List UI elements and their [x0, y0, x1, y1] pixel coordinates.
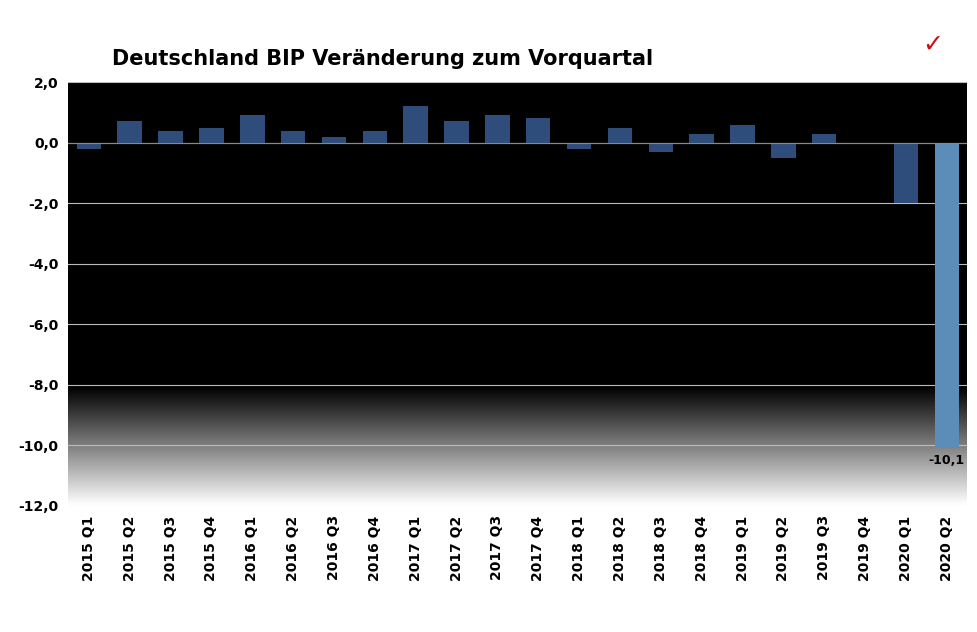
Text: -2,0: -2,0 [892, 206, 919, 219]
Text: -10,1: -10,1 [929, 454, 965, 467]
Text: ✓: ✓ [922, 32, 943, 56]
Text: 0,3: 0,3 [813, 119, 835, 131]
Text: 0,9: 0,9 [487, 100, 508, 114]
Text: 0,9: 0,9 [241, 100, 264, 114]
Title: Deutschland BIP Veränderung zum Vorquartal: Deutschland BIP Veränderung zum Vorquart… [112, 49, 654, 70]
Text: -0,2: -0,2 [566, 152, 593, 165]
Bar [649, 143, 673, 152]
Bar [771, 143, 795, 158]
Bar [608, 128, 632, 143]
Text: 0,7: 0,7 [446, 107, 468, 119]
Text: unabhängig • strategisch • treffsicher: unabhängig • strategisch • treffsicher [731, 61, 877, 70]
Text: 0,4: 0,4 [363, 116, 386, 129]
Bar [280, 131, 306, 143]
Bar [690, 133, 714, 143]
Circle shape [853, 16, 977, 67]
Bar [158, 131, 183, 143]
Text: -0,2: -0,2 [75, 152, 103, 165]
Text: 0,2: 0,2 [322, 122, 345, 135]
Bar [567, 143, 591, 149]
Bar [240, 116, 265, 143]
Bar [935, 143, 959, 448]
Text: 0,4: 0,4 [282, 116, 304, 129]
Bar [486, 116, 510, 143]
Bar [730, 125, 755, 143]
Text: 0,7: 0,7 [118, 107, 141, 119]
Text: 0,8: 0,8 [528, 104, 549, 117]
Bar [812, 133, 836, 143]
Bar [362, 131, 387, 143]
Text: stockstreet.de: stockstreet.de [731, 21, 863, 39]
Bar [321, 137, 346, 143]
Bar [76, 143, 101, 149]
Text: 0,0: 0,0 [854, 128, 876, 141]
Bar [199, 128, 224, 143]
Text: -0,3: -0,3 [647, 155, 674, 167]
Bar [404, 106, 428, 143]
Bar [526, 118, 550, 143]
Bar [894, 143, 918, 203]
Text: 1,2: 1,2 [404, 92, 427, 104]
Bar [445, 121, 469, 143]
Bar [117, 121, 142, 143]
Text: 0,3: 0,3 [691, 119, 713, 131]
Text: 0,6: 0,6 [732, 110, 753, 123]
Text: -0,5: -0,5 [770, 161, 797, 174]
Text: 0,5: 0,5 [200, 112, 223, 126]
Text: 0,4: 0,4 [159, 116, 182, 129]
Text: 0,5: 0,5 [609, 112, 631, 126]
